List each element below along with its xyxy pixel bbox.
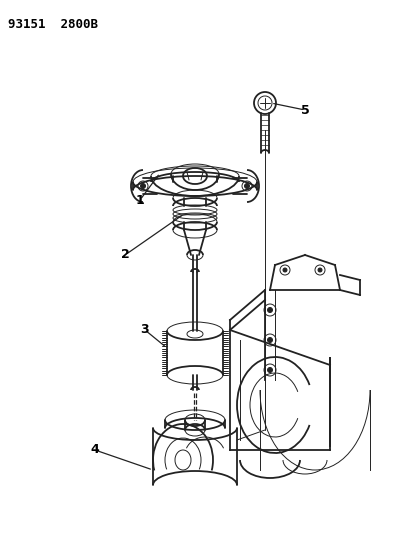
- Circle shape: [267, 367, 272, 373]
- Circle shape: [244, 183, 249, 189]
- Circle shape: [317, 268, 321, 272]
- Text: 1: 1: [135, 193, 144, 206]
- Circle shape: [282, 268, 286, 272]
- Text: 3: 3: [140, 324, 149, 336]
- Text: 2: 2: [120, 248, 129, 262]
- Text: 4: 4: [90, 443, 99, 456]
- Text: 93151  2800B: 93151 2800B: [8, 18, 98, 31]
- Circle shape: [267, 337, 272, 343]
- Text: 5: 5: [300, 103, 309, 117]
- Circle shape: [140, 183, 145, 189]
- Circle shape: [267, 308, 272, 312]
